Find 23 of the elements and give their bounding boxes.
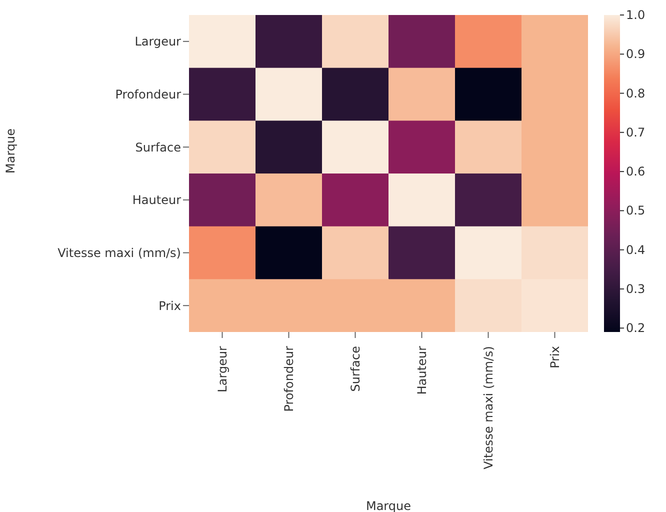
- color-bar-label: 0.5: [626, 204, 646, 218]
- y-tick-label: Prix: [158, 298, 181, 313]
- x-tick-label: Hauteur: [414, 346, 429, 395]
- y-tick-label: Largeur: [134, 34, 182, 49]
- y-tick-label: Vitesse maxi (mm/s): [58, 246, 181, 260]
- x-tick-label: Profondeur: [282, 346, 296, 412]
- color-bar-label: 1.0: [626, 8, 646, 22]
- x-tick-label: Prix: [548, 346, 562, 368]
- color-bar-label: 0.7: [626, 125, 646, 140]
- colorbar: 0.2 0.3 0.4 0.5 0.6 0.7 0.8 0.9 1.0: [600, 0, 660, 512]
- x-tick-label: Largeur: [215, 346, 230, 392]
- color-bar-label: 0.9: [626, 47, 646, 62]
- y-tick-label: Hauteur: [132, 193, 182, 208]
- y-tick-label: Surface: [135, 140, 181, 154]
- y-tick-label: Profondeur: [115, 88, 182, 102]
- color-bar-label: 0.4: [626, 242, 646, 257]
- color-bar-label: 0.2: [626, 321, 646, 336]
- y-axis-title: Marque: [3, 128, 18, 174]
- x-tick-label: Vitesse maxi (mm/s): [481, 346, 496, 470]
- color-bar-label: 0.3: [626, 282, 646, 296]
- color-bar-label: 0.6: [626, 164, 646, 179]
- x-tick-label: Surface: [348, 346, 362, 392]
- color-bar-label: 0.8: [626, 86, 646, 100]
